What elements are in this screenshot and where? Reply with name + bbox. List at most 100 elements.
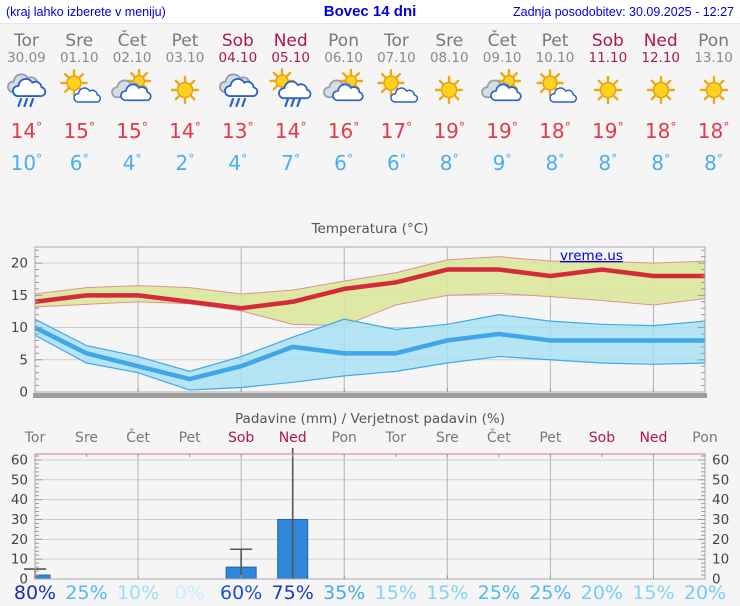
day-name: Sob [591,31,624,51]
forecast-day: Ned 12.10 18° 8° [634,32,687,176]
max-temp: 19° [486,118,518,143]
day-date: 10.10 [535,50,575,66]
precip-probability: 60% [220,581,263,604]
sun-cloud-icon [53,66,106,111]
precip-day-label: Čet [486,429,511,446]
sun-icon [687,66,740,111]
max-temp: 19° [592,118,624,143]
day-name: Ned [643,31,678,51]
min-temp: 6° [69,150,89,175]
day-name: Sre [435,31,464,51]
max-temp: 14° [10,118,43,143]
day-date: 01.10 [59,50,99,66]
precip-day-label: Pon [331,429,357,446]
forecast-day: Pet 03.10 14° 2° [159,32,212,176]
day-name: Tor [383,31,409,51]
svg-text:10: 10 [11,320,28,336]
min-temp: 2° [175,150,195,175]
max-temp: 15° [63,118,96,143]
max-temp: 18° [539,118,571,143]
min-temp: 4° [122,150,142,175]
forecast-day: Sre 08.10 19° 8° [423,32,476,176]
min-temp: 9° [492,150,512,175]
sun-icon [423,66,476,111]
header: (kraj lahko izberete v meniju) Bovec 14 … [0,0,740,24]
sun-cloud-icon [370,66,423,111]
day-name: Sre [65,31,94,51]
day-name: Čet [487,31,517,51]
day-name: Pon [698,31,729,51]
svg-text:30: 30 [712,512,729,528]
forecast-day: Tor 30.09 14° 10° [0,32,53,176]
forecast-day: Sob 11.10 19° 8° [581,32,634,176]
precip-probability: 25% [65,581,108,604]
max-temp: 15° [116,118,148,143]
min-temp: 8° [651,150,671,175]
svg-text:50: 50 [11,472,28,488]
precip-probability: 10% [116,581,160,604]
max-temp: 18° [697,118,730,143]
watermark-link[interactable]: vreme.us [560,248,623,264]
precip-probability: 0% [174,581,205,604]
precip-probability: 15% [374,581,417,604]
sun-icon [159,66,212,111]
svg-text:15: 15 [11,287,28,303]
forecast-day: Čet 02.10 15° 4° [106,32,159,176]
svg-text:60: 60 [712,452,729,468]
precip-day-label: Sre [75,429,99,446]
max-temp: 13° [222,118,254,143]
day-date: 13.10 [694,50,733,66]
svg-text:20: 20 [11,255,28,271]
svg-text:20: 20 [11,531,28,547]
forecast-day: Pon 13.10 18° 8° [687,32,740,176]
svg-text:40: 40 [11,492,28,508]
svg-text:50: 50 [712,472,729,488]
precip-probability: 25% [477,581,520,604]
forecast-strip: Tor 30.09 14° 10° Sre 01.10 15° 6° Čet 0… [0,24,740,176]
precip-day-label: Ned [278,429,307,446]
min-temp: 7° [281,150,301,175]
svg-text:5: 5 [19,352,28,368]
precip-probability: 20% [683,581,727,604]
forecast-day: Sob 04.10 13° 4° [211,32,264,176]
last-update: Zadnja posodobitev: 30.09.2025 - 12:27 [513,4,735,19]
svg-text:10: 10 [11,551,28,567]
precip-probability: 75% [271,581,314,604]
temperature-chart-title: Temperatura (°C) [311,220,429,237]
day-date: 12.10 [641,50,681,66]
sun-rain-icon [264,66,317,111]
precip-probability: 20% [580,581,624,604]
min-temp: 8° [704,150,724,175]
day-date: 06.10 [324,50,363,66]
max-temp: 14° [169,118,201,143]
day-name: Tor [13,31,39,51]
min-temp: 10° [10,150,43,175]
day-date: 07.10 [377,50,416,66]
forecast-day: Pon 06.10 16° 6° [317,32,370,176]
forecast-day: Pet 10.10 18° 8° [529,32,582,176]
min-temp: 4° [228,150,248,175]
min-temp: 8° [545,150,565,175]
precip-day-label: Pon [692,429,718,446]
precip-day-label: Pet [178,429,201,446]
svg-text:0: 0 [19,571,28,587]
precip-day-label: Tor [24,429,46,446]
max-temp: 14° [274,118,307,143]
day-name: Ned [273,31,308,51]
precip-day-row: Tor Sre Čet Pet Sob Ned Pon Tor Sre Čet Pet Sob Ned P… [0,428,740,450]
max-temp: 18° [644,118,677,143]
day-date: 02.10 [112,50,152,66]
precip-probability: 15% [426,581,469,604]
day-date: 05.10 [271,50,311,66]
svg-text:30: 30 [11,512,28,528]
svg-text:20: 20 [712,531,729,547]
forecast-day: Sre 01.10 15° 6° [53,32,106,176]
precipitation-chart-title: Padavine (mm) / Verjetnost padavin (%) [235,410,505,427]
precip-probability-row: 80% 25% 10% 0% 60% 75% 35% 15% 15% 25% 25% 20% 15% 20… [0,582,740,606]
sun-cloud-icon [529,66,582,111]
min-temp: 8° [598,150,618,175]
day-date: 09.10 [482,50,522,66]
day-name: Pon [328,31,359,51]
precip-day-label: Tor [385,429,407,446]
